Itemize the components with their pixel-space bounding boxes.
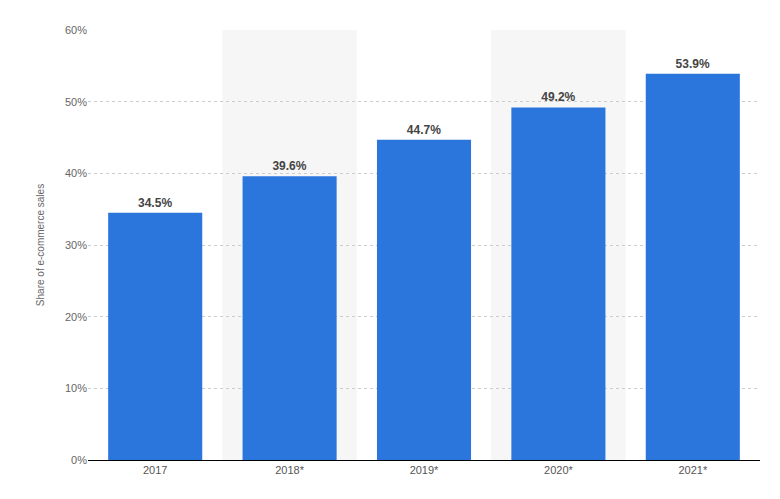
svg-text:0%: 0% [71, 454, 87, 466]
svg-text:2021*: 2021* [678, 464, 707, 476]
svg-text:30%: 30% [65, 239, 87, 251]
svg-text:10%: 10% [65, 382, 87, 394]
svg-text:39.6%: 39.6% [272, 159, 306, 173]
svg-text:34.5%: 34.5% [138, 196, 172, 210]
svg-text:2020*: 2020* [544, 464, 573, 476]
svg-text:Share of e-commerce sales: Share of e-commerce sales [35, 184, 46, 306]
svg-text:44.7%: 44.7% [407, 123, 441, 137]
svg-text:49.2%: 49.2% [541, 90, 575, 104]
svg-text:40%: 40% [65, 167, 87, 179]
svg-text:53.9%: 53.9% [676, 57, 710, 71]
svg-text:20%: 20% [65, 311, 87, 323]
svg-text:50%: 50% [65, 96, 87, 108]
svg-text:60%: 60% [65, 24, 87, 36]
svg-text:2019*: 2019* [410, 464, 439, 476]
svg-text:2017: 2017 [143, 464, 167, 476]
svg-text:2018*: 2018* [275, 464, 304, 476]
